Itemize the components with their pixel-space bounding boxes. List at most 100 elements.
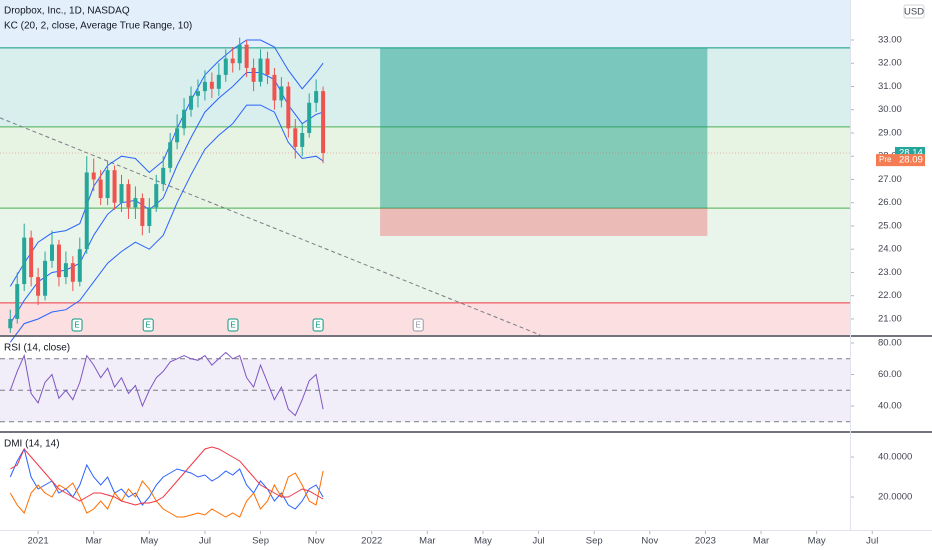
x-tick-label: Nov: [641, 536, 658, 547]
x-tick-label: Jul: [199, 536, 211, 547]
y-tick-label: 25.00: [878, 220, 902, 231]
rsi-line: [9, 351, 324, 417]
currency[interactable]: USD: [904, 7, 924, 18]
candle-body: [147, 207, 152, 226]
candle-body: [244, 44, 249, 68]
y-tick-label: 24.00: [878, 244, 902, 255]
candle-body: [307, 102, 312, 133]
candle-body: [168, 142, 173, 168]
candle-body: [49, 244, 54, 261]
target-zone: [380, 47, 708, 209]
candle-body: [209, 81, 214, 89]
y-tick-label: 29.00: [878, 127, 902, 138]
x-tick-label: Nov: [308, 536, 325, 547]
candle-body: [251, 67, 256, 82]
earnings-marker: [142, 318, 154, 332]
zone: [0, 302, 850, 335]
chart-title: Dropbox, Inc., 1D, NASDAQ: [4, 6, 130, 17]
x-tick-label: May: [140, 536, 158, 547]
candle-body: [314, 91, 319, 103]
stop-zone: [380, 208, 708, 236]
earnings-label: E: [230, 321, 235, 330]
y-tick-label: 32.00: [878, 58, 902, 69]
x-tick-label: Sep: [252, 536, 269, 547]
earnings-label: E: [74, 321, 79, 330]
x-tick-label: May: [474, 536, 492, 547]
x-tick-label: Jul: [533, 536, 545, 547]
candle-body: [182, 109, 187, 129]
candle-body: [84, 172, 89, 250]
y-tick-label: 21.00: [878, 313, 902, 324]
candle-body: [63, 263, 68, 278]
y-tick-label: 80.00: [878, 338, 902, 349]
candle-body: [43, 260, 48, 296]
y-tick-label: 20.0000: [878, 492, 912, 503]
candle-body: [29, 237, 34, 278]
indicator-label: RSI (14, close): [4, 343, 70, 354]
candle-body: [293, 128, 298, 147]
candle-body: [36, 277, 41, 296]
overlay: 2021 Mar May Jul Sep Nov 2022 Mar May Jul Sep Nov 20…: [28, 146, 925, 547]
zone: [0, 126, 850, 209]
candle-body: [175, 128, 180, 143]
keltner-basis: [9, 72, 324, 324]
candle-body: [98, 179, 103, 199]
x-tick-label: 2021: [28, 536, 49, 547]
candle-body: [126, 184, 131, 208]
earnings-label: E: [315, 321, 320, 330]
candle-body: [223, 58, 228, 75]
earnings-marker: [71, 318, 83, 332]
candle-body: [195, 91, 200, 96]
candle-body: [265, 58, 270, 75]
dmi-pane: 20.0000 40.0000: [9, 446, 912, 518]
candle-body: [279, 86, 284, 101]
x-tick-label: 2023: [695, 536, 716, 547]
premarket-box: [876, 154, 925, 167]
earnings-marker: [412, 318, 424, 332]
y-tick-label: 27.00: [878, 174, 902, 185]
currency-box[interactable]: [903, 4, 925, 19]
candle-body: [237, 44, 242, 64]
x-tick-label: Jul: [866, 536, 878, 547]
dmi-line: [10, 446, 324, 506]
y-tick-label: 26.00: [878, 197, 902, 208]
trend-line: [0, 117, 541, 336]
premarket-label: 28.09: [899, 155, 923, 166]
y-tick-label: 40.0000: [878, 452, 912, 463]
y-tick-label: 60.00: [878, 369, 902, 380]
x-tick-label: 2022: [361, 536, 382, 547]
earnings-label: E: [146, 321, 151, 330]
earnings-marker: [227, 318, 239, 332]
indicator-label: DMI (14, 14): [4, 439, 60, 450]
x-tick-label: Mar: [753, 536, 769, 547]
candle-body: [70, 263, 75, 282]
candle-body: [56, 244, 61, 278]
candle-body: [15, 284, 20, 319]
candle-body: [8, 318, 13, 329]
candle-body: [105, 170, 110, 199]
candle-body: [91, 172, 96, 180]
y-tick-label: 22.00: [878, 290, 902, 301]
y-tick-label: 30.00: [878, 104, 902, 115]
candle-body: [321, 91, 326, 153]
candle-body: [189, 95, 194, 110]
zone: [0, 0, 850, 48]
last-price-label: 28.14: [899, 147, 923, 158]
y-tick-label: 23.00: [878, 267, 902, 278]
indicator-label: KC (20, 2, close, Average True Range, 10…: [4, 21, 192, 32]
candle-body: [133, 198, 138, 208]
candle-body: [140, 198, 145, 226]
candle-body: [112, 170, 117, 203]
candle-body: [230, 58, 235, 64]
premarket-tag: Pre: [879, 155, 892, 164]
candle-body: [216, 74, 221, 89]
candle-body: [119, 184, 124, 203]
rsi-pane: 40.00 60.00 80.00: [0, 338, 902, 423]
candle-body: [300, 132, 305, 147]
x-tick-label: Mar: [86, 536, 102, 547]
candle-body: [272, 74, 277, 101]
y-tick-label: 33.00: [878, 35, 902, 46]
x-tick-label: Mar: [419, 536, 435, 547]
earnings-marker: [312, 318, 324, 332]
